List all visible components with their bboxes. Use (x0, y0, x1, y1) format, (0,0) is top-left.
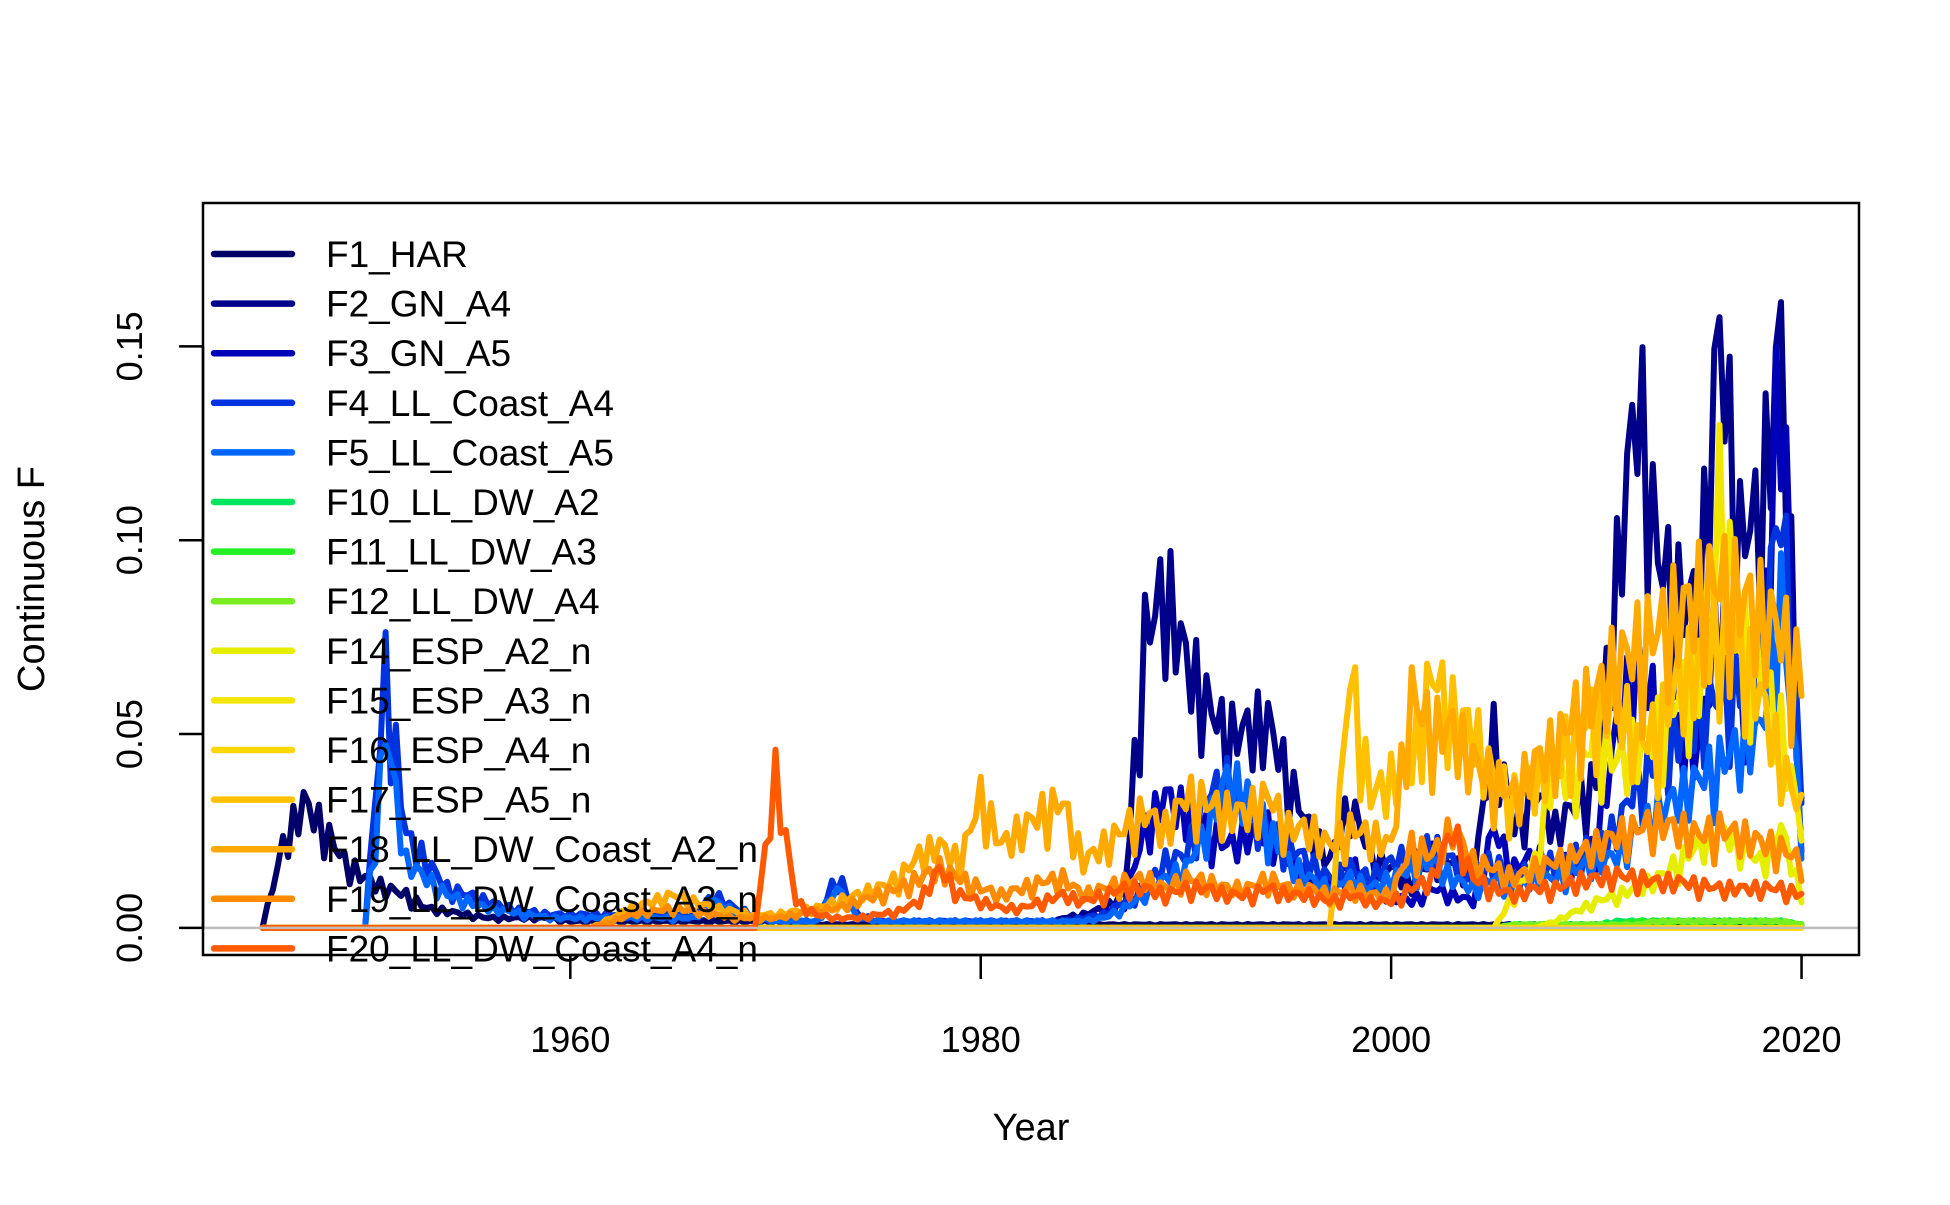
legend: F1_HAR F2_GN_A4 F3_GN_A5 F4_LL_Coast_A4 F5_L… (210, 234, 758, 969)
legend-label-f12-ll-dw-a4: F12_LL_DW_A4 (326, 581, 600, 622)
y-tick-label-1: 0.05 (109, 699, 150, 769)
x-tick-label-1980: 1980 (941, 1019, 1021, 1060)
legend-label-f3-gn-a5: F3_GN_A5 (326, 333, 511, 374)
legend-label-f15-esp-a3-n: F15_ESP_A3_n (326, 680, 591, 721)
x-tick-label-2000: 2000 (1351, 1019, 1431, 1060)
legend-label-f17-esp-a5-n: F17_ESP_A5_n (326, 780, 591, 821)
legend-label-f19-ll-dw-coast-a3-n: F19_LL_DW_Coast_A3_n (326, 879, 758, 920)
legend-label-f11-ll-dw-a3: F11_LL_DW_A3 (326, 532, 597, 573)
x-axis-label: Year (993, 1107, 1070, 1149)
legend-label-f10-ll-dw-a2: F10_LL_DW_A2 (326, 482, 600, 523)
y-tick-label-2: 0.10 (109, 505, 150, 575)
y-tick-label-0: 0.00 (109, 893, 150, 963)
y-axis: 0.00 0.05 0.10 0.15 (109, 311, 205, 963)
legend-label-f18-ll-dw-coast-a2-n: F18_LL_DW_Coast_A2_n (326, 829, 758, 870)
y-tick-label-3: 0.15 (109, 311, 150, 381)
legend-label-f1-har: F1_HAR (326, 234, 468, 275)
x-axis: 1960 1980 2000 2020 (530, 953, 1842, 1060)
legend-label-f14-esp-a2-n: F14_ESP_A2_n (326, 631, 591, 672)
x-tick-label-1960: 1960 (530, 1019, 610, 1060)
legend-label-f20-ll-dw-coast-a4-n: F20_LL_DW_Coast_A4_n (326, 928, 758, 969)
legend-label-f16-esp-a4-n: F16_ESP_A4_n (326, 730, 591, 771)
legend-label-f4-ll-coast-a4: F4_LL_Coast_A4 (326, 383, 614, 424)
legend-label-f2-gn-a4: F2_GN_A4 (326, 284, 511, 325)
y-axis-label: Continuous F (11, 466, 53, 692)
x-tick-label-2020: 2020 (1761, 1019, 1841, 1060)
legend-label-f5-ll-coast-a5: F5_LL_Coast_A5 (326, 432, 614, 473)
series-line-f5-ll-coast-a5 (259, 550, 1805, 931)
